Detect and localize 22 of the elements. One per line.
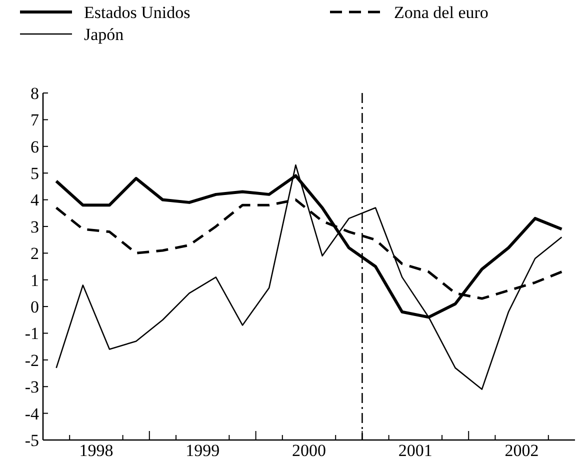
- y-tick-label: 3: [30, 217, 39, 236]
- legend-label: Estados Unidos: [84, 2, 190, 22]
- legend-label: Japón: [84, 24, 124, 44]
- y-tick-label: -5: [24, 430, 39, 450]
- y-tick-label: 6: [30, 137, 39, 156]
- y-tick-label: 1: [30, 270, 39, 290]
- y-tick-label: -1: [24, 324, 39, 344]
- y-tick-label: 7: [30, 110, 40, 130]
- x-tick-label: 2001: [398, 441, 432, 458]
- y-tick-label: 0: [30, 297, 39, 316]
- y-tick-label: -3: [24, 378, 39, 397]
- x-tick-label: 2000: [292, 441, 326, 458]
- y-tick-label: 8: [30, 84, 39, 103]
- x-tick-label: 2002: [504, 441, 539, 458]
- y-tick-label: -4: [24, 404, 40, 424]
- y-tick-label: -2: [24, 350, 39, 370]
- x-tick-label: 1998: [79, 441, 114, 458]
- y-tick-label: 2: [30, 244, 39, 264]
- legend-label: Zona del euro: [394, 2, 488, 22]
- y-tick-label: 5: [30, 164, 39, 184]
- x-tick-label: 1999: [186, 441, 220, 458]
- y-tick-label: 4: [30, 190, 40, 210]
